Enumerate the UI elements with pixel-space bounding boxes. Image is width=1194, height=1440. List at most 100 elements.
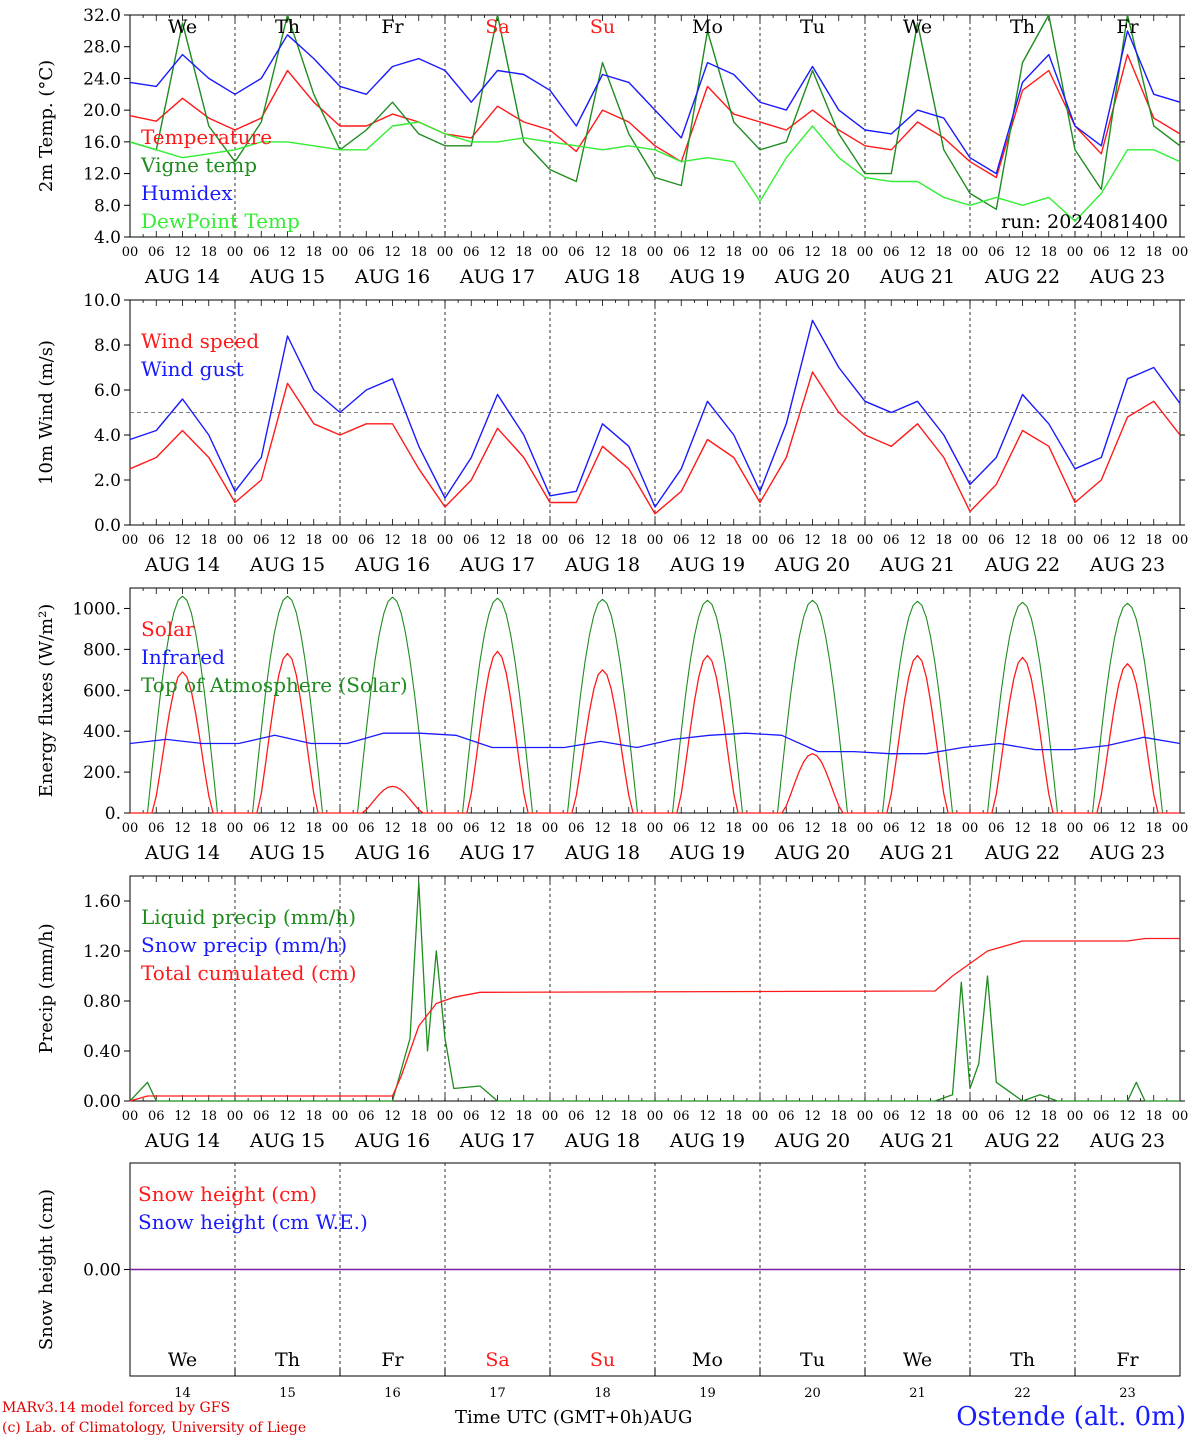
hour-tick-label: 00 — [647, 1109, 664, 1124]
date-label: AUG 17 — [459, 554, 535, 576]
day-name-bottom: Sa — [485, 1349, 509, 1371]
hour-tick-label: 06 — [148, 821, 165, 836]
hour-tick-label: 06 — [673, 821, 690, 836]
legend-total-cumulated-cm-: Total cumulated (cm) — [141, 961, 357, 985]
hour-tick-label: 18 — [935, 533, 952, 548]
y-axis-label: Snow height (cm) — [36, 1189, 57, 1350]
hour-tick-label: 18 — [620, 533, 637, 548]
legend-snow-height-cm-we: Snow height (cm W.E.) — [138, 1210, 368, 1234]
hour-tick-label: 12 — [909, 1109, 926, 1124]
day-name-top: Tu — [800, 16, 825, 38]
hour-tick-label: 00 — [332, 821, 349, 836]
date-label: AUG 21 — [879, 1130, 955, 1152]
hour-tick-label: 00 — [752, 821, 769, 836]
series-line-wind-gust — [129, 319, 1181, 508]
hour-tick-label: 00 — [752, 533, 769, 548]
y-tick-label: 0.40 — [83, 1042, 121, 1062]
hour-tick-label: 12 — [279, 245, 296, 260]
hour-tick-label: 06 — [988, 821, 1005, 836]
series-line-dewpoint-temp — [129, 121, 1181, 222]
hour-tick-label: 00 — [647, 533, 664, 548]
hour-tick-label: 06 — [253, 821, 270, 836]
legend-humidex: Humidex — [141, 181, 233, 205]
hour-tick-label: 06 — [463, 245, 480, 260]
hour-tick-label: 12 — [1014, 245, 1031, 260]
hour-tick-label: 06 — [988, 533, 1005, 548]
y-tick-label: 24.0 — [83, 69, 121, 89]
date-label: AUG 22 — [984, 842, 1060, 864]
hour-tick-label: 06 — [883, 1109, 900, 1124]
date-label: AUG 18 — [564, 1130, 640, 1152]
date-label: AUG 15 — [249, 842, 325, 864]
hour-tick-label: 12 — [804, 1109, 821, 1124]
hour-tick-label: 06 — [673, 1109, 690, 1124]
hour-tick-label: 18 — [200, 821, 217, 836]
hour-tick-label: 18 — [200, 245, 217, 260]
hour-tick-label: 06 — [358, 1109, 375, 1124]
hour-tick-label: 06 — [673, 245, 690, 260]
date-label: AUG 20 — [774, 266, 850, 288]
hour-tick-label: 12 — [279, 1109, 296, 1124]
hour-tick-label: 00 — [542, 821, 559, 836]
hour-tick-label: 18 — [305, 245, 322, 260]
hour-tick-label: 06 — [1093, 821, 1110, 836]
hour-tick-label: 00 — [752, 245, 769, 260]
hour-tick-label: 12 — [489, 821, 506, 836]
hour-tick-label: 18 — [1040, 245, 1057, 260]
date-label: AUG 20 — [774, 842, 850, 864]
hour-tick-label: 00 — [227, 821, 244, 836]
y-tick-label: 800. — [83, 640, 121, 660]
date-label: AUG 18 — [564, 842, 640, 864]
hour-tick-label: 00 — [962, 821, 979, 836]
date-label: AUG 22 — [984, 266, 1060, 288]
day-name-bottom: We — [168, 1349, 197, 1371]
hour-tick-label: 12 — [174, 821, 191, 836]
series-line-liquid-precip-mm-h- — [129, 881, 1180, 1102]
day-name-bottom: We — [903, 1349, 932, 1371]
hour-tick-label: 18 — [1145, 821, 1162, 836]
date-label: AUG 19 — [669, 842, 745, 864]
y-tick-label: 28.0 — [83, 38, 121, 58]
legend-solar: Solar — [141, 617, 195, 641]
hour-tick-label: 00 — [542, 245, 559, 260]
hour-tick-label: 18 — [515, 1109, 532, 1124]
hour-tick-label: 12 — [699, 821, 716, 836]
hour-tick-label: 18 — [200, 1109, 217, 1124]
date-label: AUG 17 — [459, 266, 535, 288]
hour-tick-label: 06 — [988, 1109, 1005, 1124]
hour-tick-label: 18 — [620, 821, 637, 836]
hour-tick-label: 18 — [935, 245, 952, 260]
hour-tick-label: 06 — [253, 1109, 270, 1124]
date-label: AUG 19 — [669, 554, 745, 576]
hour-tick-label: 18 — [305, 1109, 322, 1124]
hour-tick-label: 12 — [384, 245, 401, 260]
series-line-humidex — [129, 30, 1181, 175]
day-number: 18 — [594, 1386, 611, 1400]
station-name: Ostende (alt. 0m) — [956, 1402, 1186, 1432]
series-line-solar — [130, 650, 1180, 814]
hour-tick-label: 06 — [883, 533, 900, 548]
legend-vigne-temp: Vigne temp — [140, 153, 257, 177]
hour-tick-label: 18 — [620, 245, 637, 260]
hour-tick-label: 18 — [725, 245, 742, 260]
series-line-wind-speed — [129, 371, 1181, 515]
date-label: AUG 22 — [984, 1130, 1060, 1152]
hour-tick-label: 12 — [594, 533, 611, 548]
hour-tick-label: 00 — [122, 533, 139, 548]
hour-tick-label: 06 — [883, 821, 900, 836]
hour-tick-label: 12 — [909, 245, 926, 260]
hour-tick-label: 06 — [148, 533, 165, 548]
day-name-top: Fr — [1116, 16, 1139, 38]
date-label: AUG 15 — [249, 1130, 325, 1152]
hour-tick-label: 18 — [620, 1109, 637, 1124]
hour-tick-label: 18 — [305, 821, 322, 836]
y-axis-label: Energy fluxes (W/m²) — [36, 604, 57, 798]
hour-tick-label: 18 — [830, 1109, 847, 1124]
date-label: AUG 20 — [774, 1130, 850, 1152]
date-label: AUG 17 — [459, 842, 535, 864]
hour-tick-label: 12 — [1014, 1109, 1031, 1124]
hour-tick-label: 00 — [1067, 821, 1084, 836]
day-number: 21 — [909, 1386, 926, 1400]
hour-tick-label: 18 — [830, 245, 847, 260]
hour-tick-label: 00 — [857, 821, 874, 836]
